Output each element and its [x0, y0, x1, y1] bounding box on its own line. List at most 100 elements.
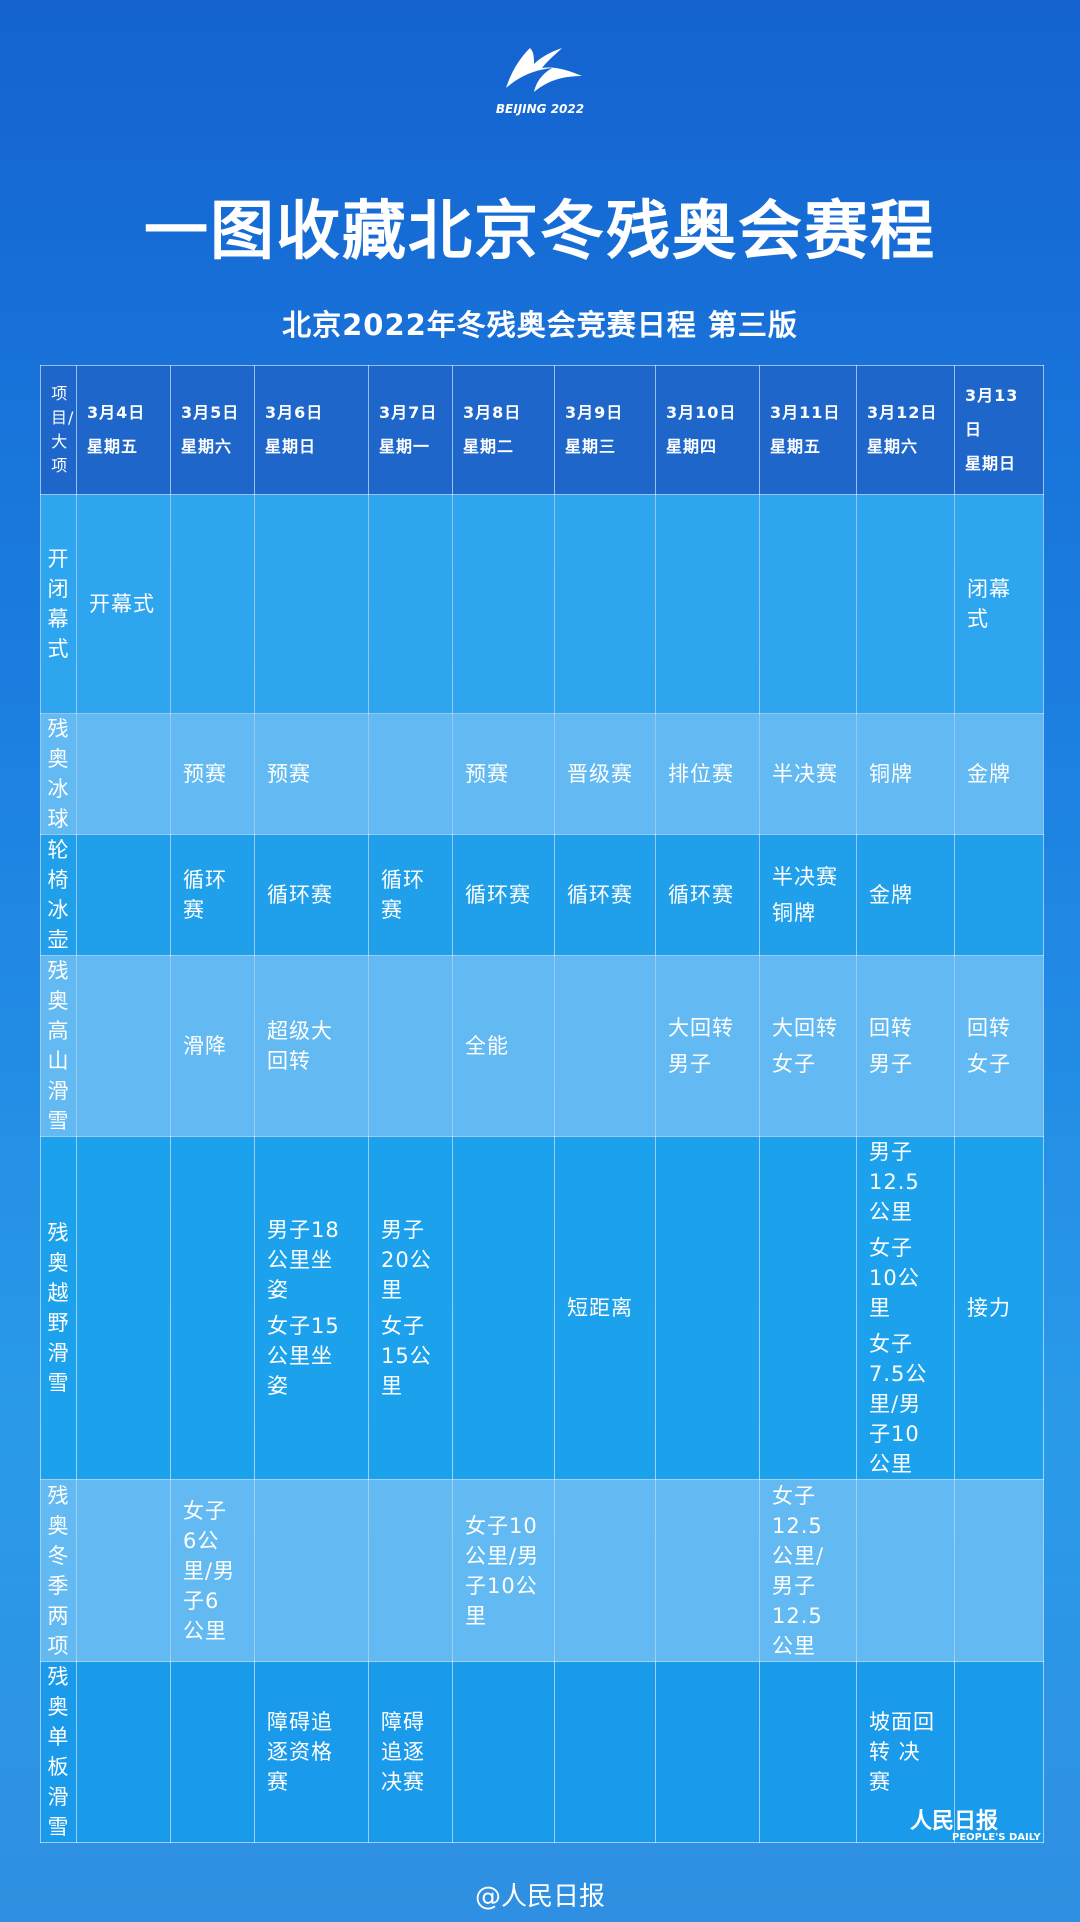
event-cell: 残奥高山滑雪	[40, 955, 77, 1137]
schedule-cell	[452, 494, 555, 714]
schedule-cell: 循环赛	[254, 834, 369, 956]
schedule-cell: 循环赛	[452, 834, 555, 956]
header-row: 项目/大项 3月4日 星期五 3月5日 星期六 3月6日 星期日 3月7日 星期一 3月8日 星期二…	[40, 365, 1044, 495]
schedule-cell: 循环赛	[655, 834, 760, 956]
date: 3月6日	[265, 403, 324, 422]
event-name: 开闭幕式	[47, 547, 70, 661]
title: 一图收藏北京冬残奥会赛程	[144, 194, 936, 269]
schedule-item: 循环赛	[567, 883, 633, 907]
watermark: @人民日报	[474, 1882, 605, 1912]
event-cell: 残奥越野滑雪	[40, 1136, 77, 1480]
brand: 人民日报	[910, 1809, 999, 1834]
schedule-item: 女子7.5公里/男子10公里	[869, 1332, 928, 1476]
event-row: 轮椅冰壶 循环赛 循环赛 循环赛 循环赛 循环赛 循环赛 半决赛 铜牌 金牌	[40, 834, 1044, 956]
schedule-item: 金牌	[869, 883, 913, 907]
schedule-cell: 接力	[954, 1136, 1044, 1480]
schedule-item: 女子15公里	[381, 1314, 432, 1398]
schedule-item: 滑降	[183, 1034, 227, 1058]
schedule-cell	[554, 1479, 656, 1662]
weekday: 星期一	[379, 437, 431, 456]
weekday: 星期五	[770, 437, 822, 456]
event-name: 残奥高山滑雪	[47, 959, 70, 1133]
schedule-cell	[655, 494, 760, 714]
schedule-item: 半决赛	[772, 762, 838, 786]
schedule-cell: 男子18公里坐姿 女子15公里坐姿	[254, 1136, 369, 1480]
schedule-cell	[856, 494, 955, 714]
schedule-cell: 预赛	[254, 713, 369, 835]
date-cell: 3月13日星期日	[954, 365, 1044, 495]
date: 3月13日	[965, 386, 1019, 439]
schedule-cell: 回转 男子	[856, 955, 955, 1137]
schedule-cell: 女子6公里/男子6公里	[170, 1479, 255, 1662]
schedule-cell: 半决赛	[759, 713, 857, 835]
schedule-cell: 男子20公里 女子15公里	[368, 1136, 453, 1480]
schedule-cell: 大回转 男子	[655, 955, 760, 1137]
schedule-cell: 晋级赛	[554, 713, 656, 835]
schedule-item: 大回转	[772, 1016, 838, 1040]
event-row: 残奥单板滑雪 障碍追逐资格赛 障碍追逐决赛 坡面回转 决赛	[40, 1661, 1044, 1843]
schedule-item: 女子6公里/男子6公里	[183, 1498, 236, 1643]
schedule-cell	[368, 1479, 453, 1662]
event-cell: 轮椅冰壶	[40, 834, 77, 956]
schedule-item: 循环赛	[267, 883, 333, 907]
date: 3月7日	[379, 403, 438, 422]
schedule-cell	[76, 1479, 171, 1662]
schedule-cell: 坡面回转 决赛	[856, 1661, 955, 1843]
schedule-cell	[368, 494, 453, 714]
event-row: 残奥高山滑雪 滑降 超级大回转 全能 大回转 男子 大回转 女子 回转 男子 回转 女子	[40, 955, 1044, 1137]
event-cell: 开闭幕式	[40, 494, 77, 714]
schedule-item: 短距离	[567, 1296, 633, 1320]
schedule-item: 超级大回转	[267, 1019, 333, 1073]
date-cell: 3月10日 星期四	[655, 365, 760, 495]
weekday: 星期三	[565, 437, 617, 456]
weekday: 星期日	[965, 454, 1017, 473]
event-row: 开闭幕式 开幕式 闭幕式	[40, 494, 1044, 714]
schedule-cell: 循环赛	[368, 834, 453, 956]
schedule-cell	[368, 713, 453, 835]
schedule-cell: 短距离	[554, 1136, 656, 1480]
weekday: 星期六	[181, 437, 233, 456]
schedule-cell	[170, 1661, 255, 1843]
brand-en: PEOPLE'S DAILY	[952, 1832, 1041, 1843]
schedule-item: 障碍追逐资格赛	[267, 1710, 333, 1794]
schedule-item: 坡面回转 决赛	[869, 1710, 935, 1794]
schedule-cell	[76, 955, 171, 1137]
date: 3月12日	[867, 403, 938, 422]
schedule-item: 循环赛	[183, 868, 227, 922]
weekday: 星期六	[867, 437, 919, 456]
schedule-cell	[655, 1136, 760, 1480]
schedule-cell: 预赛	[170, 713, 255, 835]
date: 3月8日	[463, 403, 522, 422]
date: 3月11日	[770, 403, 841, 422]
schedule-cell	[554, 1661, 656, 1843]
logo	[506, 48, 582, 92]
schedule-cell	[452, 1136, 555, 1480]
schedule-cell: 闭幕式	[954, 494, 1044, 714]
schedule-cell	[954, 1479, 1044, 1662]
schedule-cell	[76, 1136, 171, 1480]
schedule-cell: 金牌	[954, 713, 1044, 835]
schedule-item: 男子20公里	[381, 1218, 432, 1302]
schedule-cell: 排位赛	[655, 713, 760, 835]
schedule-cell	[759, 494, 857, 714]
schedule-cell: 滑降	[170, 955, 255, 1137]
event-row: 残奥冬季两项 女子6公里/男子6公里 女子10公里/男子10公里 女子12.5公里/男…	[40, 1479, 1044, 1662]
schedule-cell: 障碍追逐决赛	[368, 1661, 453, 1843]
date-cell: 3月12日星期六	[856, 365, 955, 495]
event-name: 残奥冬季两项	[47, 1483, 70, 1658]
schedule-item: 半决赛	[772, 865, 838, 889]
schedule-cell	[368, 955, 453, 1137]
schedule-cell	[954, 834, 1044, 956]
date-cell: 3月5日 星期六	[170, 365, 255, 495]
event-name: 轮椅冰壶	[47, 838, 70, 952]
weekday: 星期二	[463, 437, 515, 456]
logo-text: BEIJING 2022	[495, 102, 585, 116]
schedule-cell: 开幕式	[76, 494, 171, 714]
schedule-cell	[76, 834, 171, 956]
schedule-item: 女子	[772, 1052, 816, 1076]
schedule-cell: 预赛	[452, 713, 555, 835]
schedule-item: 回转	[869, 1016, 913, 1040]
event-row: 残奥冰球 预赛 预赛 预赛 晋级赛 排位赛 半决赛 铜牌 金牌	[40, 713, 1044, 835]
schedule-item: 男子	[869, 1052, 913, 1076]
schedule-item: 开幕式	[89, 592, 155, 616]
